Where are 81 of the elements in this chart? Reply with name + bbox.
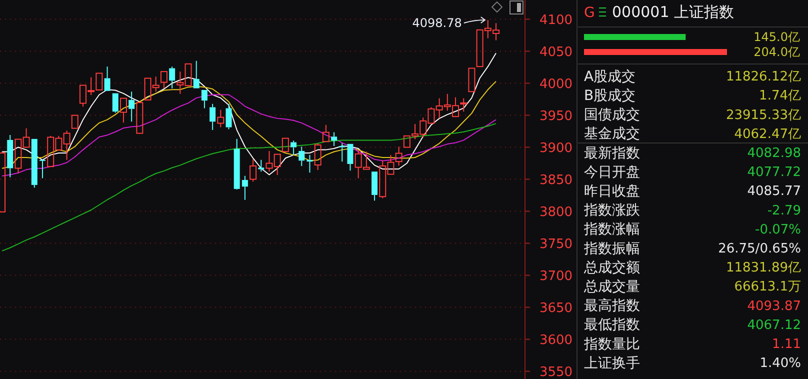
y-tick-label: 4050 <box>539 44 573 60</box>
text: 1.40% <box>760 356 801 372</box>
category-label: 最高指数 <box>584 298 640 314</box>
candlestick <box>71 114 78 129</box>
candlestick <box>298 146 305 166</box>
text: 11831.89亿 <box>726 260 801 276</box>
y-tick-label: 3600 <box>539 332 573 348</box>
candlestick <box>290 140 297 156</box>
category-label: 国债成交 <box>584 107 640 124</box>
text: G <box>584 5 595 21</box>
category-label: 指数量比 <box>583 336 640 352</box>
candlestick <box>234 138 240 189</box>
chart-title: 000001 上证指数 <box>612 3 734 21</box>
category-label: A股成交 <box>584 68 636 85</box>
text: -2.79 <box>767 203 801 218</box>
text: 4077.72 <box>747 165 801 180</box>
candlestick <box>468 68 476 92</box>
candlestick <box>128 91 135 122</box>
category-label: 上证换手 <box>584 355 640 372</box>
candlestick <box>169 66 176 89</box>
candlestick <box>210 103 216 130</box>
text: 4067.12 <box>747 318 801 333</box>
candlestick <box>226 103 232 130</box>
data-label: 204.0亿 <box>754 45 800 60</box>
text: 66613.1万 <box>734 280 801 295</box>
category-label: 指数振幅 <box>583 240 640 257</box>
text: 23915.33亿 <box>726 108 801 123</box>
text: 1.74亿 <box>759 88 801 104</box>
candlestick <box>217 109 224 128</box>
text: 4085.77 <box>747 184 801 200</box>
y-tick-label: 3650 <box>539 300 573 316</box>
category-label: 指数涨幅 <box>583 222 640 238</box>
candlestick <box>460 98 468 112</box>
candlestick <box>120 98 127 124</box>
candlestick <box>160 71 168 89</box>
candlestick <box>112 93 118 114</box>
text: 26.75/0.65% <box>718 241 801 256</box>
candlestick <box>282 138 289 152</box>
category-label: B股成交 <box>584 88 636 104</box>
y-tick-label: 4000 <box>539 76 573 92</box>
text: 4082.98 <box>747 146 801 161</box>
category-label: 总成交额 <box>583 260 640 276</box>
category-label: 指数涨跌 <box>583 202 640 219</box>
candlestick <box>322 124 330 142</box>
y-tick-label: 4100 <box>539 12 573 28</box>
candlestick <box>250 158 257 182</box>
category-label: 最低指数 <box>584 317 640 334</box>
candlestick <box>201 90 208 109</box>
category-label: 昨日收盘 <box>584 184 640 200</box>
text: 4062.47亿 <box>734 126 801 142</box>
candlestick <box>306 154 313 174</box>
candlestick <box>331 132 338 146</box>
y-tick-label: 3950 <box>539 108 573 124</box>
category-label: 最新指数 <box>584 145 640 162</box>
candlestick <box>31 138 38 188</box>
candlestick <box>242 175 248 200</box>
line-series <box>2 52 496 176</box>
y-tick-label: 3900 <box>539 140 573 156</box>
y-tick-label: 3800 <box>539 204 573 220</box>
text: 11826.12亿 <box>726 70 801 85</box>
candlestick <box>258 159 264 172</box>
candlestick <box>395 146 402 166</box>
y-tick-label: 3750 <box>539 236 573 252</box>
candlestick <box>7 134 14 178</box>
text: -0.07% <box>755 222 801 238</box>
category-label: 基金成交 <box>584 126 640 142</box>
category-label: 今日开盘 <box>584 164 640 180</box>
text: 4093.87 <box>747 298 801 314</box>
y-tick-label: 3850 <box>539 172 573 188</box>
text: 1.11 <box>772 336 801 352</box>
category-label: 总成交量 <box>583 279 640 295</box>
y-tick-label: 3700 <box>539 268 573 284</box>
annotation: 4098.78 <box>412 16 462 30</box>
candlestick <box>136 102 144 134</box>
candlestick <box>193 60 200 88</box>
candlestick <box>39 160 46 179</box>
data-label: 145.0亿 <box>754 30 800 44</box>
y-tick-label: 3550 <box>539 364 573 379</box>
candlestick <box>104 66 110 91</box>
candlestick <box>372 172 378 202</box>
candlestick <box>347 144 354 172</box>
